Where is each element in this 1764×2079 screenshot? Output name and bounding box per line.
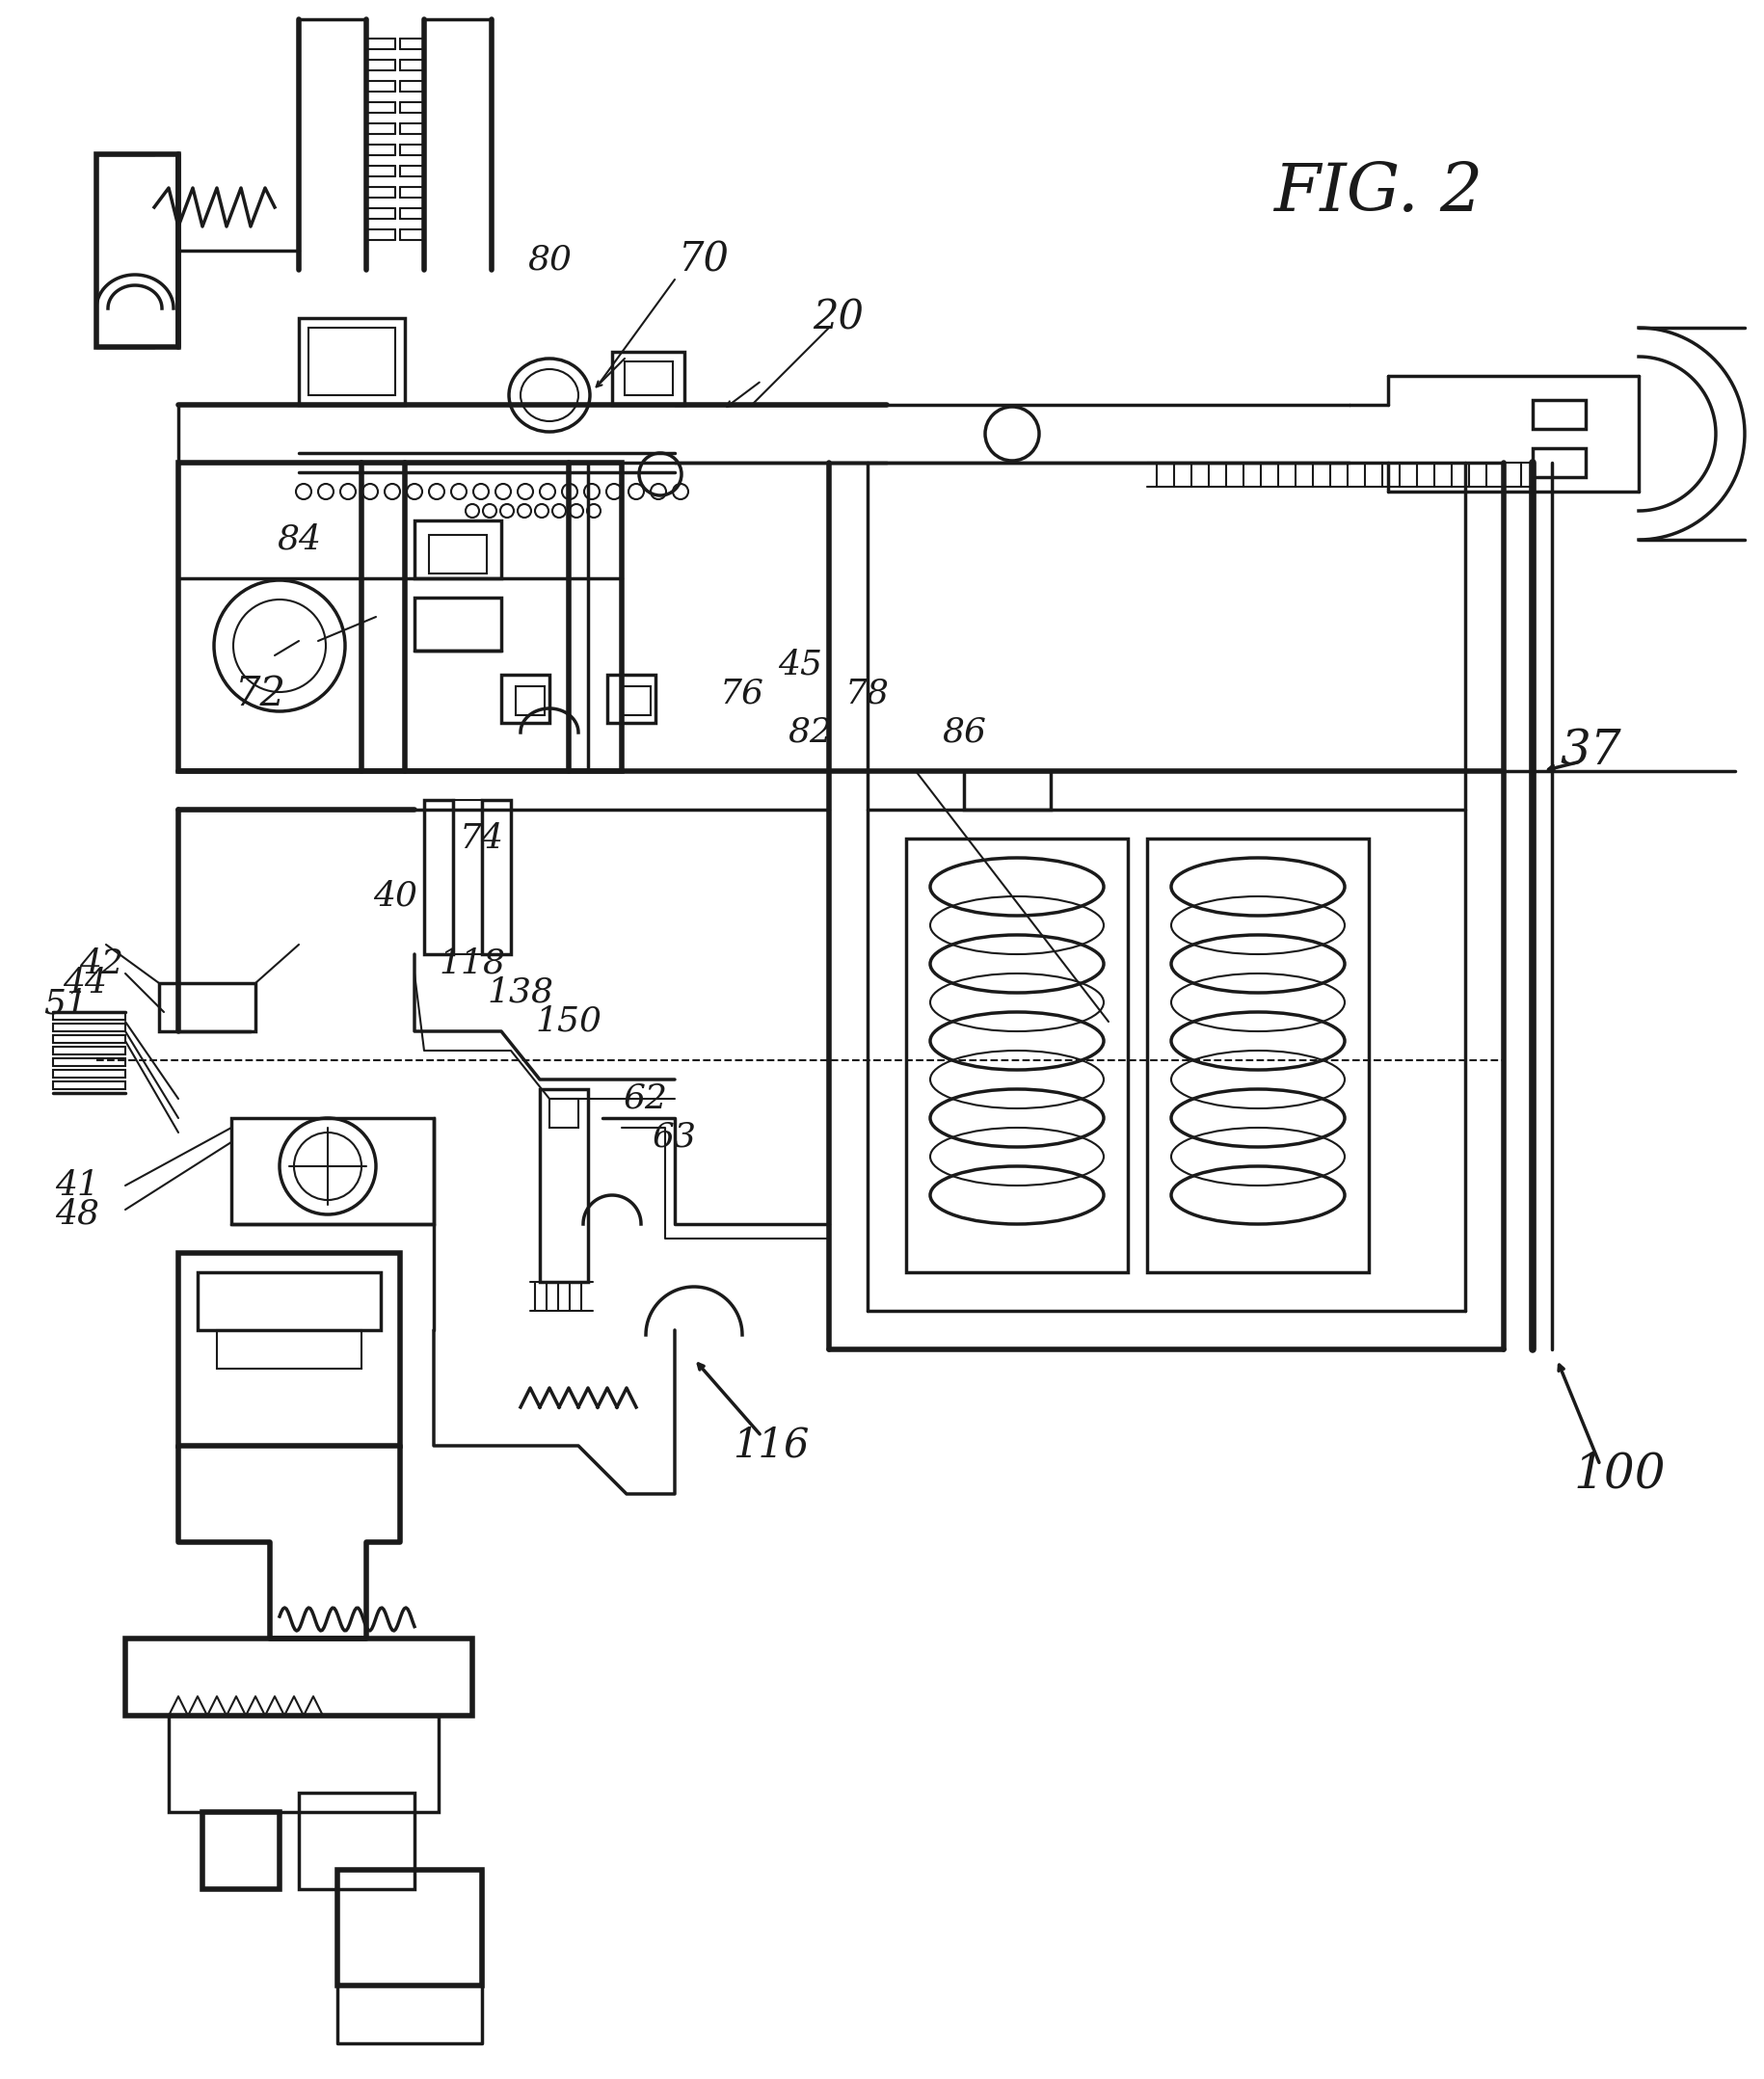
- Text: 42: 42: [79, 948, 123, 979]
- Bar: [53, 1058, 125, 1067]
- Text: 150: 150: [536, 1006, 602, 1037]
- Bar: [429, 534, 487, 574]
- Text: 44: 44: [64, 967, 108, 1000]
- Text: 48: 48: [55, 1198, 99, 1231]
- Bar: [415, 597, 501, 651]
- Text: FIG. 2: FIG. 2: [1274, 160, 1484, 225]
- Bar: [415, 520, 501, 578]
- Bar: [53, 1023, 125, 1031]
- Bar: [178, 464, 621, 771]
- Bar: [453, 800, 482, 954]
- Bar: [231, 1119, 434, 1225]
- Text: 82: 82: [787, 715, 833, 748]
- Text: 37: 37: [1559, 728, 1621, 775]
- Bar: [540, 1089, 587, 1283]
- Bar: [53, 1081, 125, 1089]
- Bar: [1147, 838, 1369, 1272]
- Text: 86: 86: [942, 715, 986, 748]
- Text: 78: 78: [845, 678, 889, 711]
- Text: 116: 116: [732, 1426, 810, 1466]
- Bar: [97, 154, 178, 347]
- Bar: [501, 676, 549, 723]
- Bar: [198, 1272, 381, 1331]
- Text: 63: 63: [653, 1121, 697, 1154]
- Bar: [178, 1254, 400, 1445]
- Bar: [309, 328, 395, 395]
- Bar: [53, 1035, 125, 1044]
- Text: 100: 100: [1573, 1451, 1665, 1499]
- Bar: [203, 1813, 279, 1890]
- Text: 40: 40: [372, 879, 418, 913]
- Bar: [159, 983, 256, 1031]
- Bar: [515, 686, 545, 715]
- Bar: [125, 1638, 473, 1715]
- Text: 45: 45: [778, 649, 822, 682]
- Bar: [1533, 399, 1586, 428]
- Bar: [612, 351, 684, 405]
- Text: 72: 72: [235, 674, 286, 715]
- Bar: [423, 800, 453, 954]
- Text: 51: 51: [44, 988, 88, 1021]
- Bar: [624, 362, 672, 395]
- Text: 74: 74: [460, 821, 505, 854]
- Bar: [607, 676, 656, 723]
- Text: 62: 62: [624, 1083, 669, 1114]
- Text: 80: 80: [527, 243, 572, 277]
- Bar: [217, 1331, 362, 1368]
- Bar: [907, 838, 1127, 1272]
- Bar: [298, 318, 406, 405]
- Text: 70: 70: [677, 239, 729, 281]
- Text: 118: 118: [439, 948, 506, 979]
- Bar: [53, 1071, 125, 1077]
- Bar: [337, 1869, 482, 1985]
- Bar: [621, 686, 651, 715]
- Bar: [298, 1792, 415, 1890]
- Bar: [1533, 449, 1586, 476]
- Bar: [963, 771, 1051, 809]
- Bar: [53, 1012, 125, 1019]
- Bar: [482, 800, 512, 954]
- Text: 41: 41: [55, 1168, 99, 1202]
- Text: 84: 84: [277, 524, 321, 557]
- Bar: [549, 1100, 579, 1127]
- Text: 76: 76: [720, 678, 764, 711]
- Bar: [53, 1046, 125, 1054]
- Text: 20: 20: [813, 297, 864, 339]
- Text: 138: 138: [487, 977, 554, 1008]
- Bar: [169, 1715, 439, 1813]
